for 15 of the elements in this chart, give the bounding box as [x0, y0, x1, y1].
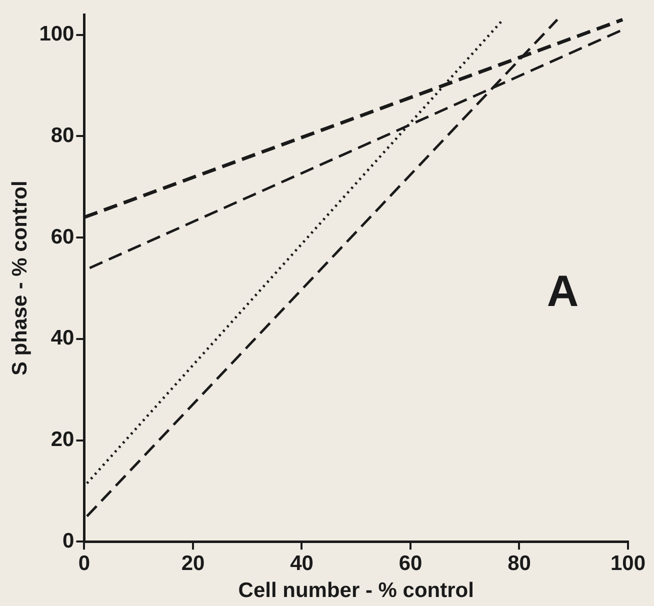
x-tick-label: 20 — [181, 552, 205, 575]
y-tick-label: 60 — [50, 225, 74, 248]
y-tick-label: 40 — [50, 326, 74, 350]
x-tick-label: 0 — [78, 552, 90, 575]
annotation: A — [546, 267, 579, 316]
x-tick-label: 40 — [290, 552, 314, 575]
y-tick-label: 0 — [62, 529, 74, 552]
y-tick-label: 80 — [50, 124, 74, 148]
y-tick-label: 100 — [39, 22, 74, 46]
x-tick-label: 100 — [610, 552, 646, 575]
y-axis-title: S phase - % control — [8, 180, 32, 376]
x-tick-label: 60 — [398, 552, 422, 575]
y-tick-label: 20 — [50, 428, 74, 452]
x-tick-label: 80 — [508, 552, 531, 575]
x-axis-title: Cell number - % control — [238, 579, 474, 602]
